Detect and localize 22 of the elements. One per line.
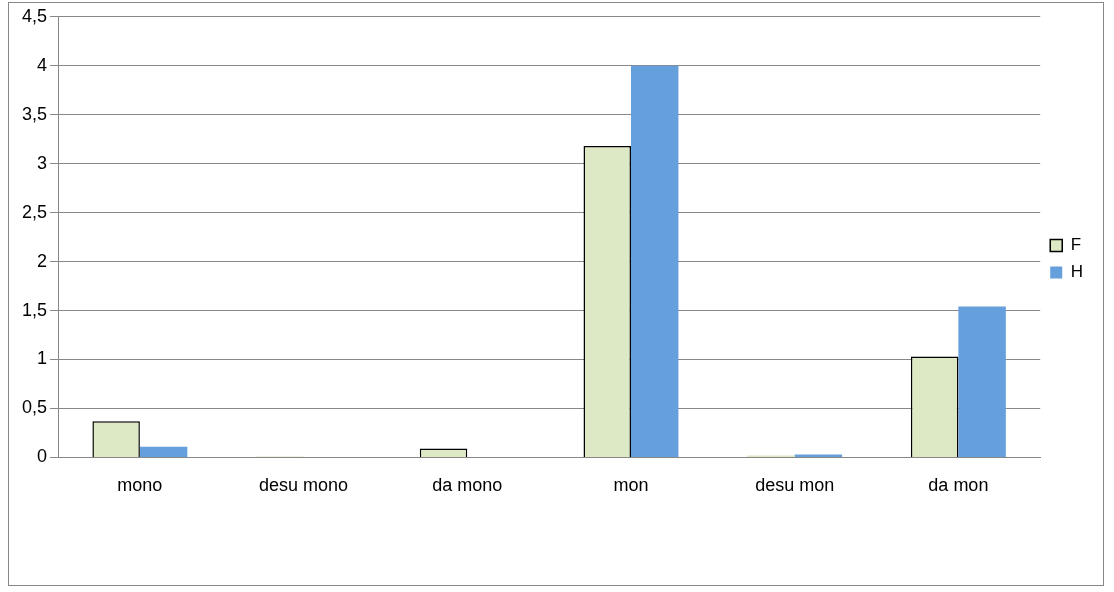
y-tick-label: 4	[37, 54, 48, 75]
y-tick-label: 2	[37, 250, 48, 271]
x-tick-label: desu mono	[259, 475, 349, 496]
y-tick-label: 4,5	[21, 5, 48, 26]
legend-label: F	[1070, 235, 1082, 255]
y-tick-label: 0	[37, 446, 48, 467]
x-tick-label: mono	[117, 475, 163, 496]
bar	[139, 446, 188, 457]
y-tick-label: 0,5	[21, 397, 48, 418]
x-tick-label: da mono	[432, 475, 503, 496]
y-tick-label: 3,5	[21, 103, 48, 124]
x-tick-label: da mon	[928, 475, 989, 496]
y-tick-label: 1	[37, 348, 48, 369]
y-tick-label: 3	[37, 152, 48, 173]
bar	[958, 306, 1006, 457]
y-tick-label: 2,5	[21, 201, 48, 222]
x-tick-label: desu mon	[755, 475, 835, 496]
bar	[630, 65, 679, 457]
bar	[794, 454, 843, 457]
x-tick-label: mon	[613, 475, 649, 496]
y-tick-label: 1,5	[21, 299, 48, 320]
legend-label: H	[1070, 262, 1083, 282]
